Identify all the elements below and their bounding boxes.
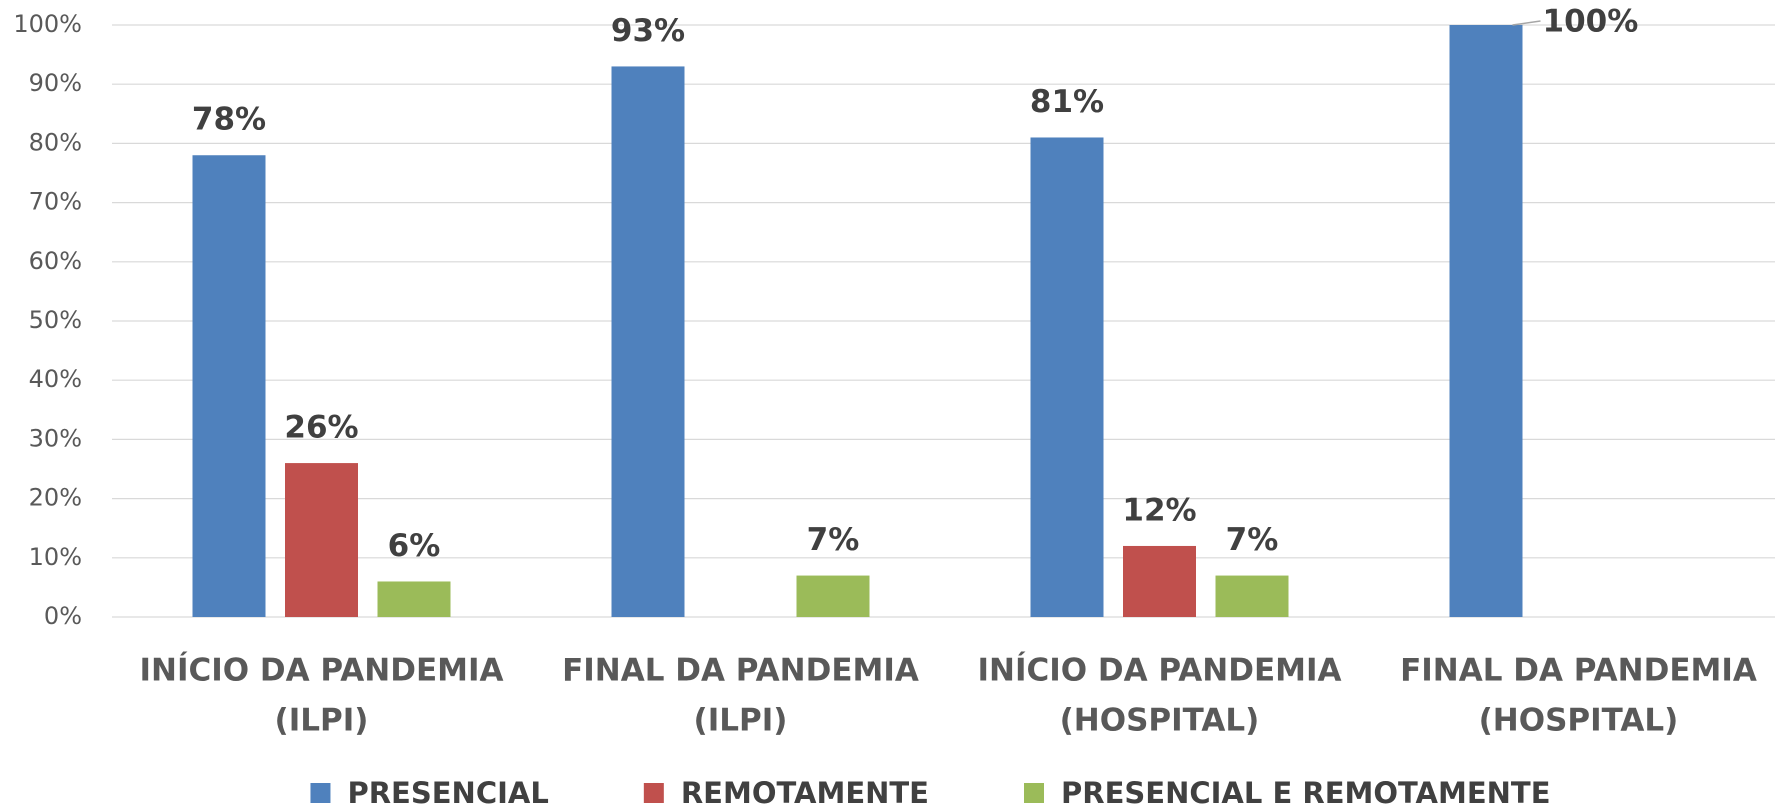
y-tick-label: 40% [29, 365, 82, 393]
y-tick-label: 0% [44, 602, 82, 630]
x-tick-label: FINAL DA PANDEMIA [562, 653, 919, 689]
legend-label: PRESENCIAL [347, 776, 548, 808]
legend-label: REMOTAMENTE [681, 776, 929, 808]
bar [192, 155, 266, 618]
legend-swatch [1024, 783, 1044, 803]
data-label: 6% [388, 528, 441, 564]
data-label: 100% [1543, 4, 1639, 40]
x-tick-label: INÍCIO DA PANDEMIA [139, 653, 503, 689]
bar [796, 575, 870, 617]
x-tick-label: (ILPI) [275, 703, 369, 739]
legend-swatch [310, 783, 331, 803]
legend-swatch [643, 783, 664, 803]
y-tick-label: 10% [29, 543, 82, 571]
bar [611, 66, 685, 617]
y-tick-label: 90% [29, 69, 82, 97]
x-tick-label: (ILPI) [694, 703, 788, 739]
bar [1215, 575, 1289, 617]
data-label: 12% [1122, 492, 1196, 528]
data-label: 81% [1030, 84, 1104, 120]
bar [1449, 25, 1523, 617]
y-tick-label: 80% [29, 128, 82, 156]
y-tick-label: 100% [13, 10, 82, 38]
data-label: 93% [611, 13, 685, 49]
bar [377, 581, 451, 617]
bar [1030, 137, 1104, 618]
x-tick-label: FINAL DA PANDEMIA [1400, 653, 1757, 689]
y-tick-label: 70% [29, 188, 82, 216]
legend-label: PRESENCIAL E REMOTAMENTE [1061, 776, 1551, 808]
x-tick-label: (HOSPITAL) [1479, 703, 1679, 739]
x-tick-label: INÍCIO DA PANDEMIA [977, 653, 1341, 689]
data-label: 78% [192, 102, 266, 138]
leader-line [1512, 20, 1541, 26]
data-label: 26% [284, 410, 358, 446]
y-tick-label: 20% [29, 484, 82, 512]
data-label: 7% [807, 522, 860, 558]
bar [285, 463, 358, 617]
bar [1123, 545, 1196, 617]
y-tick-label: 60% [29, 247, 82, 275]
data-label: 7% [1226, 522, 1279, 558]
y-tick-label: 30% [29, 424, 82, 452]
y-tick-label: 50% [29, 306, 82, 334]
x-tick-label: (HOSPITAL) [1060, 703, 1260, 739]
